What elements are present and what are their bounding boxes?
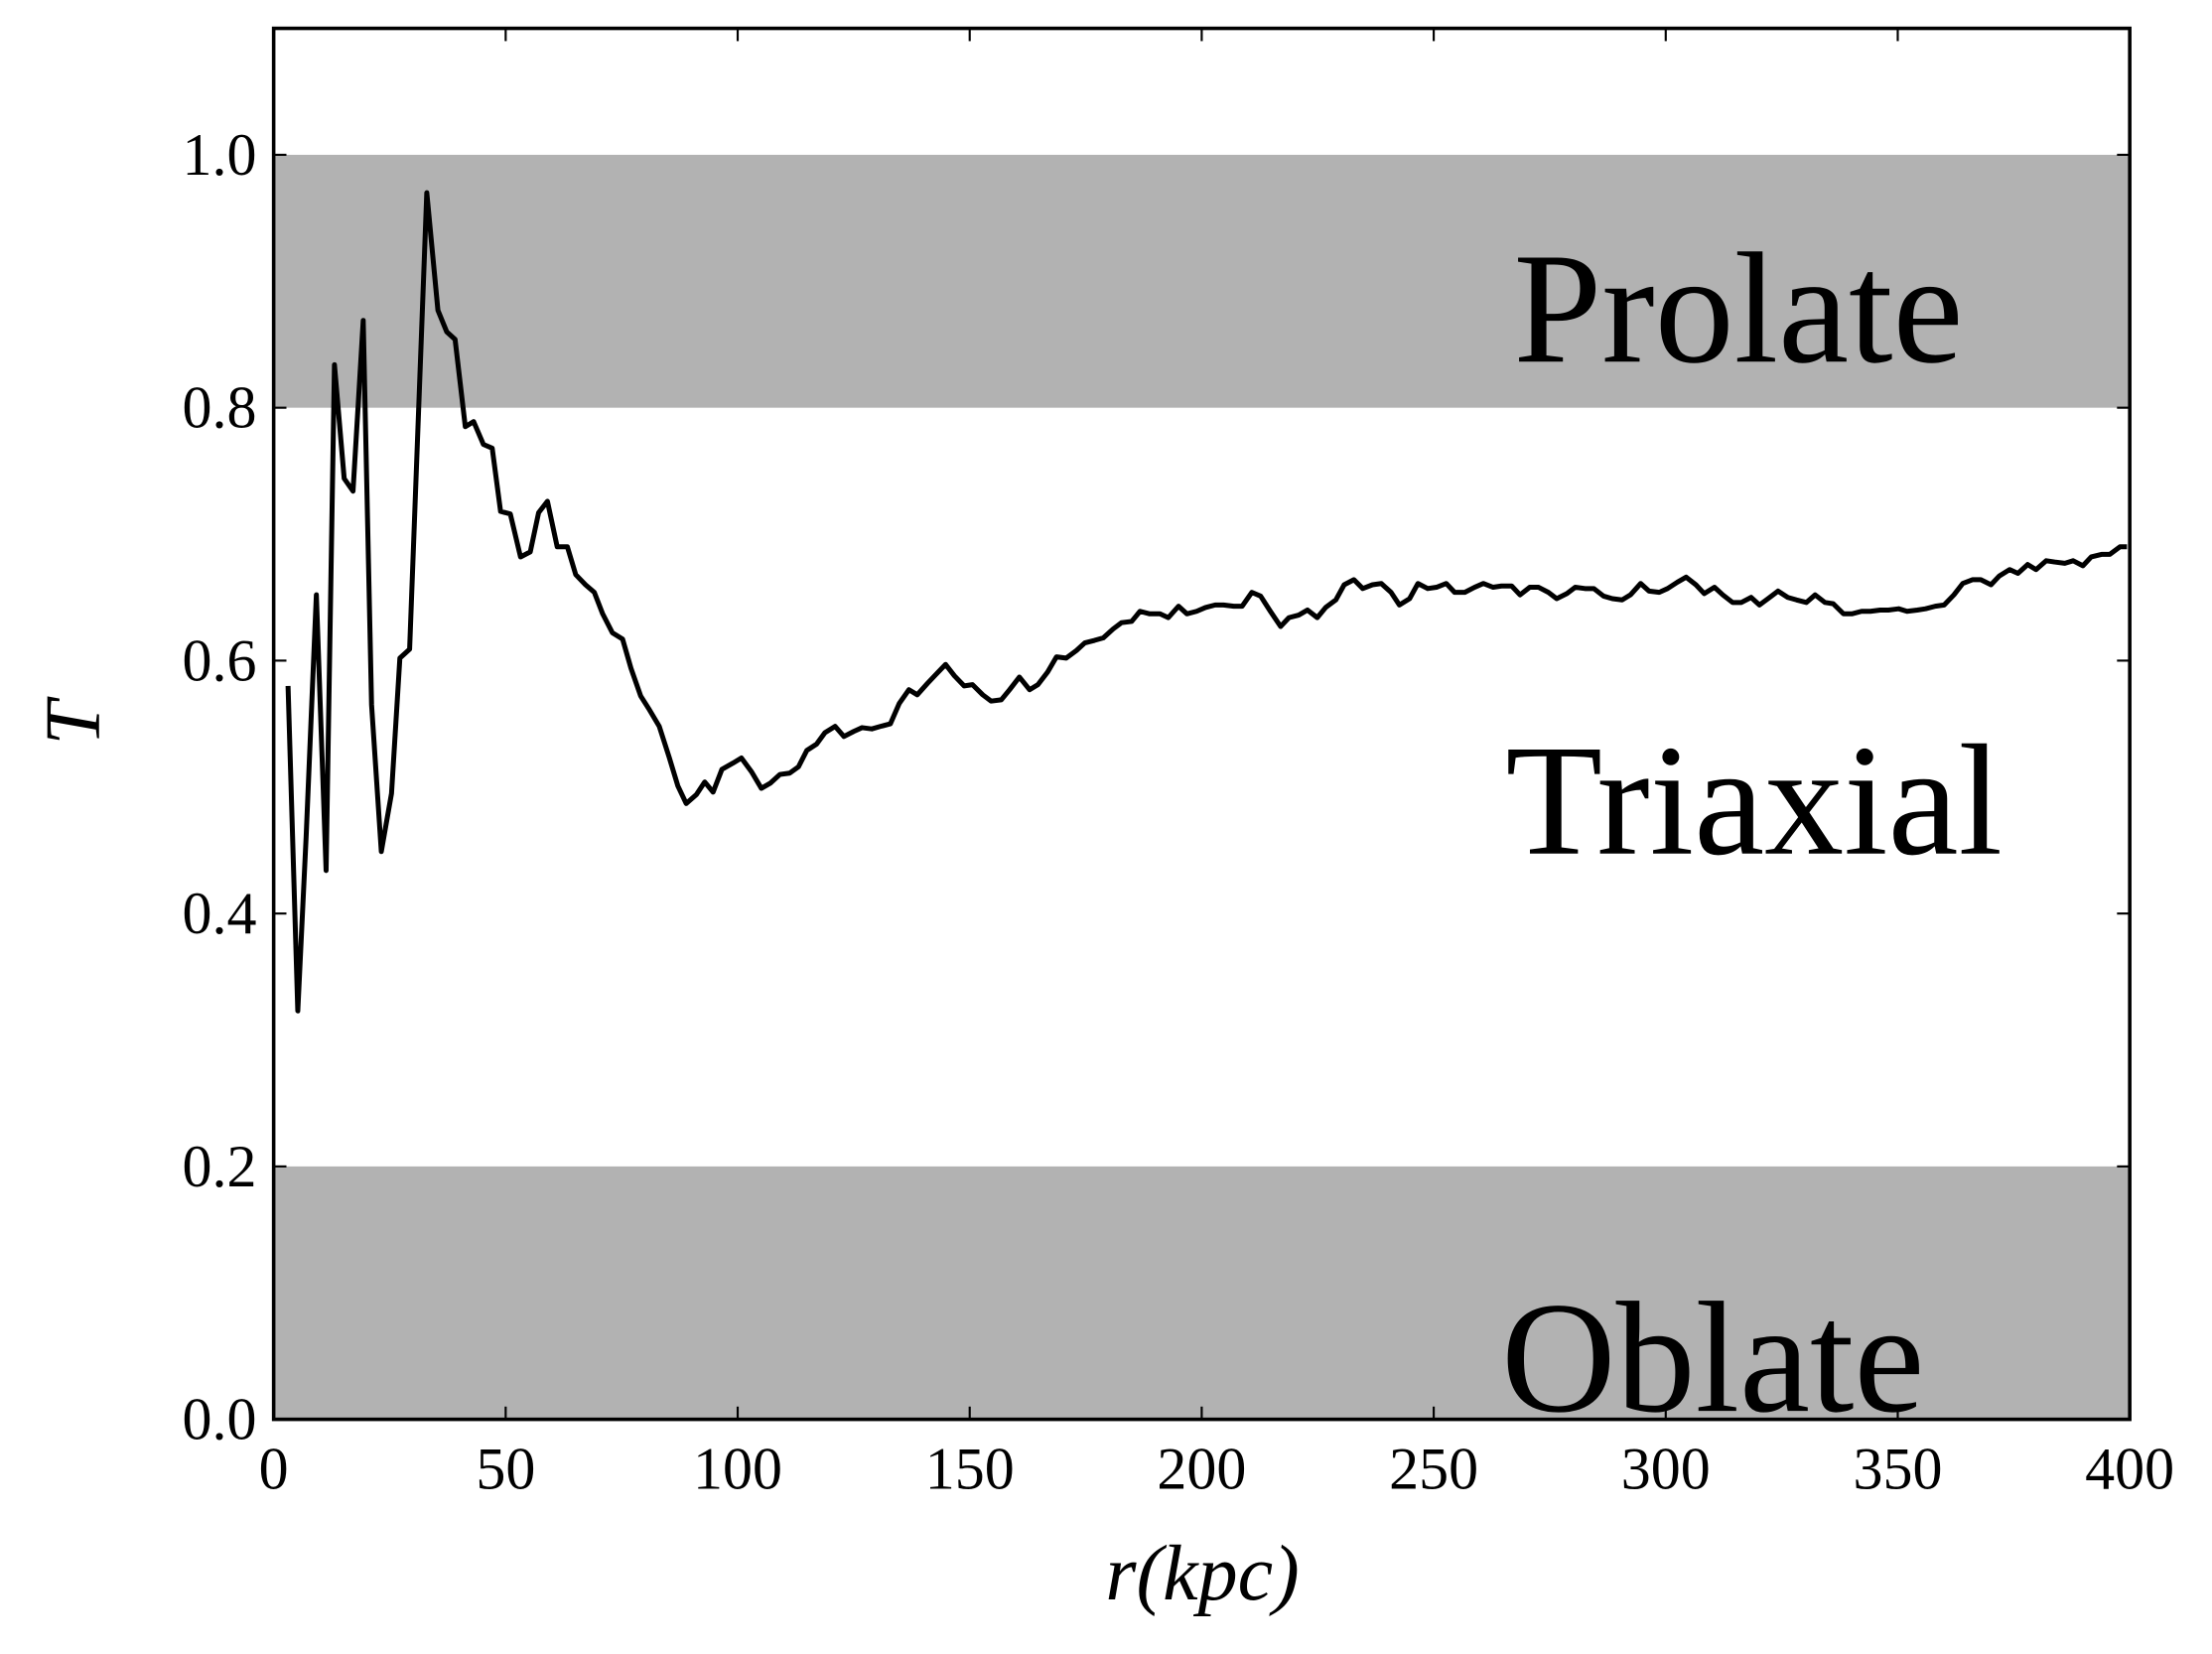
band-label: Oblate [1501,1269,1924,1446]
y-axis-label: T [30,696,117,746]
x-tick-label: 200 [1157,1437,1246,1502]
y-tick-label: 0.4 [183,881,257,946]
x-tick-label: 350 [1853,1437,1942,1502]
y-tick-label: 0.8 [183,375,257,441]
y-tick-label: 1.0 [183,122,257,188]
band [273,154,2131,408]
y-tick-label: 0.6 [183,627,257,693]
x-tick-label: 400 [2085,1437,2174,1502]
plot-frame [271,26,2132,1422]
x-tick-label: 150 [925,1437,1015,1502]
band [273,1166,2131,1420]
annotation: Triaxial [1505,712,2003,889]
y-tick-label: 0.0 [183,1387,257,1452]
y-tick-label: 0.2 [183,1134,257,1199]
x-tick-label: 100 [693,1437,782,1502]
x-tick-label: 300 [1621,1437,1711,1502]
data-line [285,190,2128,1014]
x-axis-label: r(kpc) [1105,1530,1299,1617]
x-tick-label: 250 [1389,1437,1478,1502]
band-label: Prolate [1513,219,1963,396]
x-tick-label: 0 [259,1437,289,1502]
x-tick-label: 50 [476,1437,535,1502]
